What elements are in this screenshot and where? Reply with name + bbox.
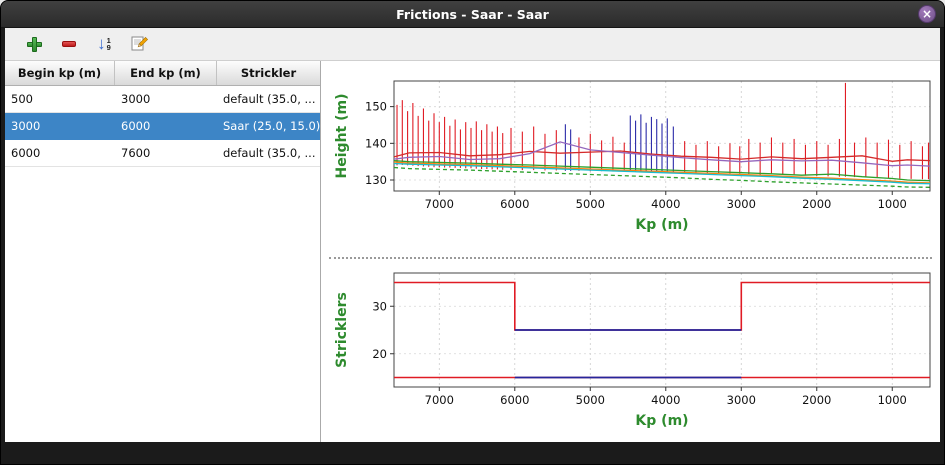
svg-text:2000: 2000 (802, 197, 831, 211)
cell-begin-kp: 3000 (11, 119, 41, 133)
height-profile-chart: 7000 6000 5000 4000 3000 2000 1000 130 140 150 Kp … (334, 80, 931, 233)
table-row[interactable]: 6000 7600 default (35.0, ... (5, 140, 320, 167)
charts-splitter[interactable] (329, 257, 932, 259)
charts-panel: 7000 6000 5000 4000 3000 2000 1000 130 140 150 Kp … (321, 61, 940, 442)
svg-text:1000: 1000 (878, 197, 907, 211)
edit-button[interactable] (126, 31, 152, 57)
table-header: Begin kp (m) End kp (m) Strickler (5, 61, 320, 86)
window-bottom-border (1, 442, 944, 464)
column-header-begin-kp[interactable]: Begin kp (m) (5, 61, 115, 85)
cell-strickler: Saar (25.0, 15.0) (223, 119, 320, 133)
svg-text:2000: 2000 (802, 393, 831, 407)
stricklers-chart: 7000 6000 5000 4000 3000 2000 1000 20 30 Kp (m) St… (334, 272, 931, 429)
svg-text:4000: 4000 (651, 393, 680, 407)
svg-text:Stricklers: Stricklers (334, 292, 350, 368)
window-title: Frictions - Saar - Saar (396, 6, 549, 22)
table-row-selected[interactable]: 3000 6000 Saar (25.0, 15.0) (5, 113, 320, 140)
frictions-table: Begin kp (m) End kp (m) Strickler 500 30… (5, 61, 321, 442)
close-button[interactable]: × (918, 5, 936, 23)
table-row[interactable]: 500 3000 default (35.0, ... (5, 86, 320, 113)
svg-text:5000: 5000 (576, 197, 605, 211)
svg-text:Kp (m): Kp (m) (635, 217, 688, 233)
cell-begin-kp: 500 (11, 92, 33, 106)
titlebar[interactable]: Frictions - Saar - Saar × (1, 1, 944, 28)
column-header-end-kp[interactable]: End kp (m) (115, 61, 217, 85)
minus-icon (62, 41, 76, 47)
svg-text:30: 30 (372, 299, 387, 313)
add-friction-button[interactable] (21, 31, 47, 57)
column-header-strickler[interactable]: Strickler (240, 66, 297, 80)
edit-icon (130, 34, 149, 55)
svg-text:7000: 7000 (425, 197, 454, 211)
sort-ascending-icon: ↓ 1 9 (97, 34, 111, 53)
svg-text:140: 140 (365, 136, 387, 150)
svg-text:6000: 6000 (500, 393, 529, 407)
svg-text:3000: 3000 (727, 197, 756, 211)
svg-text:Kp (m): Kp (m) (635, 413, 688, 429)
remove-friction-button[interactable] (56, 31, 82, 57)
sort-button[interactable]: ↓ 1 9 (91, 31, 117, 57)
svg-text:7000: 7000 (425, 393, 454, 407)
svg-text:5000: 5000 (576, 393, 605, 407)
main-content: Begin kp (m) End kp (m) Strickler 500 30… (5, 61, 940, 442)
cell-end-kp: 7600 (121, 146, 151, 160)
sort-digits: 1 9 (106, 35, 111, 52)
svg-text:Height (m): Height (m) (334, 94, 350, 179)
cell-end-kp: 6000 (121, 119, 151, 133)
cell-strickler: default (35.0, ... (223, 146, 316, 160)
plus-icon (26, 36, 42, 52)
toolbar: ↓ 1 9 (5, 28, 940, 61)
svg-text:6000: 6000 (500, 197, 529, 211)
svg-text:130: 130 (365, 173, 387, 187)
svg-text:3000: 3000 (727, 393, 756, 407)
svg-text:4000: 4000 (651, 197, 680, 211)
cell-end-kp: 3000 (121, 92, 151, 106)
sort-arrow-icon: ↓ (97, 34, 106, 53)
cell-begin-kp: 6000 (11, 146, 41, 160)
svg-text:150: 150 (365, 100, 387, 114)
cell-strickler: default (35.0, ... (223, 92, 316, 106)
svg-text:1000: 1000 (878, 393, 907, 407)
svg-text:20: 20 (372, 347, 387, 361)
close-icon: × (921, 7, 933, 21)
